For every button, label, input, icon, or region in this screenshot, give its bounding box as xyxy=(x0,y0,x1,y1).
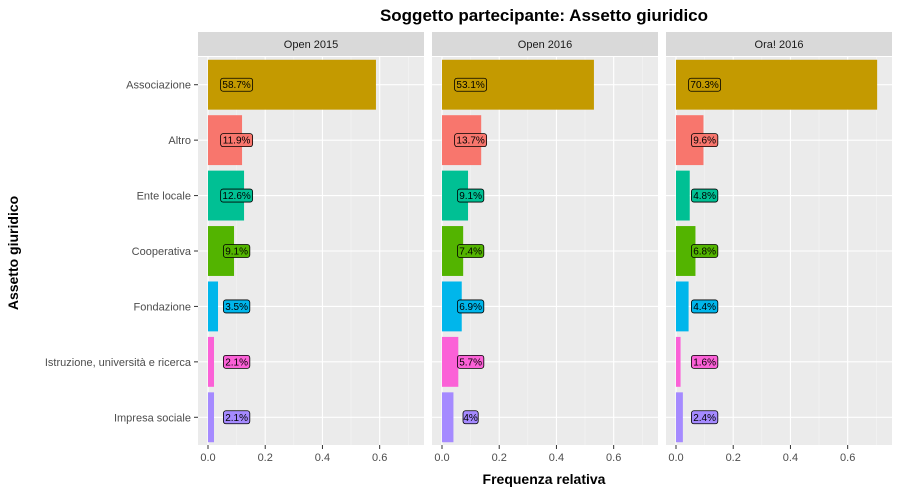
y-tick-label-istruzione-universita-e-ricerca: Istruzione, università e ricerca xyxy=(45,357,192,369)
data-label: 4.8% xyxy=(693,191,716,202)
x-tick-label: 0.6 xyxy=(840,452,855,464)
data-label: 2.1% xyxy=(225,413,248,424)
data-label: 11.9% xyxy=(223,136,251,147)
data-label: 9.1% xyxy=(459,191,482,202)
chart-title: Soggetto partecipante: Assetto giuridico xyxy=(380,6,708,25)
data-label: 6.8% xyxy=(693,247,716,258)
data-label: 3.5% xyxy=(225,302,248,313)
data-label-box xyxy=(457,299,485,314)
bar-fondazione xyxy=(442,281,462,332)
y-tick-label-ente-locale: Ente locale xyxy=(137,191,191,203)
panels-layer: Open 2015 0.0 0.2 0.4 0.6 58.7% 11.9% 12.6% 9.1%… xyxy=(198,32,892,464)
data-label-box xyxy=(691,133,719,148)
facet-strip-label: Ora! 2016 xyxy=(755,39,804,51)
bar-istruzione-universita-e-ricerca xyxy=(208,336,215,387)
x-tick-label: 0.4 xyxy=(315,452,330,464)
bar-impresa-sociale xyxy=(442,392,454,443)
data-label-box xyxy=(691,410,719,425)
bar-istruzione-universita-e-ricerca xyxy=(676,336,681,387)
facet-strip-label: Open 2015 xyxy=(284,39,338,51)
x-tick-label: 0.4 xyxy=(783,452,798,464)
data-label: 53.1% xyxy=(456,80,484,91)
data-label: 9.6% xyxy=(693,136,716,147)
x-axis-title: Frequenza relativa xyxy=(483,471,606,487)
y-tick-label-impresa-sociale: Impresa sociale xyxy=(114,412,191,424)
data-label-box xyxy=(223,354,251,369)
data-label: 4.4% xyxy=(693,302,716,313)
facet-strip-label: Open 2016 xyxy=(518,39,572,51)
data-label-box xyxy=(454,133,488,148)
x-tick-label: 0.0 xyxy=(668,452,683,464)
data-label-box xyxy=(691,354,719,369)
data-label-box xyxy=(457,244,485,258)
panel-open-2016: Open 2016 0.0 0.2 0.4 0.6 53.1% 13.7% 9.1% 7.4% 6… xyxy=(432,32,658,464)
y-tick-label-associazione: Associazione xyxy=(126,80,191,92)
data-label: 1.6% xyxy=(693,357,716,368)
panel-ora-2016: Ora! 2016 0.0 0.2 0.4 0.6 70.3% 9.6% 4.8% 6.8% 4.… xyxy=(666,32,892,464)
data-label-box xyxy=(691,188,719,203)
data-label: 9.1% xyxy=(225,247,248,258)
data-label-box xyxy=(457,354,485,369)
x-tick-label: 0.0 xyxy=(200,452,215,464)
x-tick-label: 0.6 xyxy=(372,452,387,464)
data-label-box xyxy=(220,77,254,92)
bar-fondazione xyxy=(208,281,219,332)
y-tick-label-cooperativa: Cooperativa xyxy=(132,246,192,258)
data-label: 70.3% xyxy=(690,80,718,91)
facet-strip xyxy=(432,32,658,56)
data-label: 7.4% xyxy=(459,247,482,258)
data-label: 5.7% xyxy=(459,357,482,368)
facet-strip xyxy=(198,32,424,56)
x-tick-label: 0.6 xyxy=(606,452,621,464)
bar-impresa-sociale xyxy=(676,392,683,443)
data-label: 2.1% xyxy=(225,357,248,368)
x-tick-label: 0.2 xyxy=(492,452,507,464)
data-label: 4% xyxy=(463,413,478,424)
data-label-box xyxy=(688,77,722,92)
bar-fondazione xyxy=(676,281,689,332)
facet-strip xyxy=(666,32,892,56)
data-label-box xyxy=(220,188,254,203)
panel-open-2015: Open 2015 0.0 0.2 0.4 0.6 58.7% 11.9% 12.6% 9.1%… xyxy=(198,32,424,464)
data-label: 6.9% xyxy=(459,302,482,313)
bar-impresa-sociale xyxy=(208,392,215,443)
x-tick-label: 0.0 xyxy=(434,452,449,464)
data-label: 12.6% xyxy=(222,191,250,202)
bar-cooperativa xyxy=(676,226,696,276)
data-label-box xyxy=(691,299,719,314)
x-tick-label: 0.2 xyxy=(258,452,273,464)
y-tick-label-fondazione: Fondazione xyxy=(134,301,192,313)
data-label-box xyxy=(223,299,251,314)
y-tick-label-altro: Altro xyxy=(168,135,191,147)
data-label: 2.4% xyxy=(693,413,716,424)
x-tick-label: 0.4 xyxy=(549,452,564,464)
data-label-box xyxy=(223,244,251,258)
bar-istruzione-universita-e-ricerca xyxy=(442,336,459,387)
y-axis: Associazione Altro Ente locale Cooperativa F… xyxy=(45,80,198,424)
data-label-box xyxy=(220,133,254,148)
data-label-box xyxy=(223,410,251,425)
bar-ente-locale xyxy=(676,170,690,221)
bar-cooperativa xyxy=(442,226,464,276)
data-label-box xyxy=(462,410,479,425)
data-label: 13.7% xyxy=(456,136,484,147)
data-label-box xyxy=(454,77,488,92)
x-tick-label: 0.2 xyxy=(726,452,741,464)
data-label-box xyxy=(691,244,719,258)
y-axis-title: Assetto giuridico xyxy=(5,196,21,310)
data-label-box xyxy=(457,188,485,203)
data-label: 58.7% xyxy=(222,80,250,91)
